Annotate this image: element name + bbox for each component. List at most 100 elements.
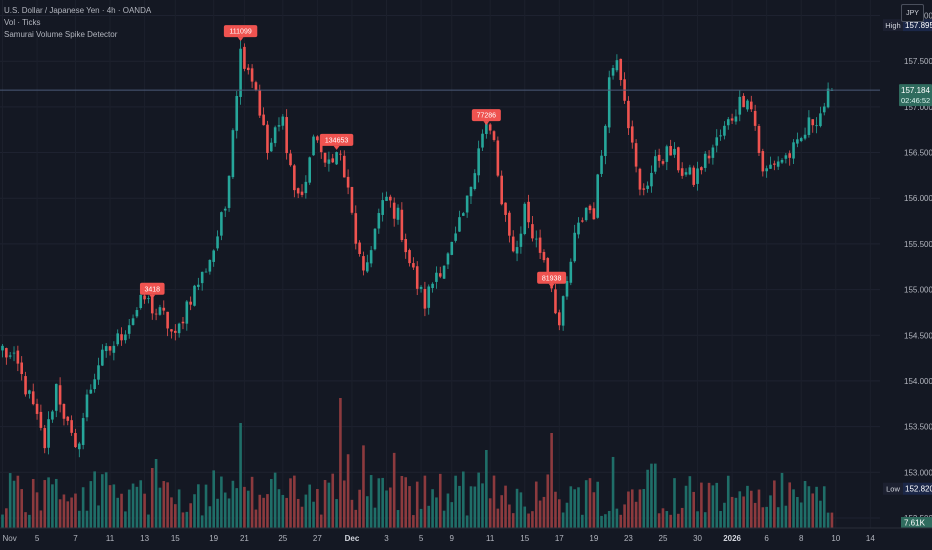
time-tick-label: Dec [345,534,360,543]
volume-bar [519,492,523,528]
spike-label: 111099 [229,29,251,36]
volume-bar [277,489,281,528]
volume-bar [454,475,457,528]
candle [31,391,35,405]
time-tick-label: 14 [866,534,875,543]
candle [469,186,473,197]
volume-bar [147,514,150,528]
candle [481,133,484,148]
time-tick-label: 11 [106,534,115,543]
candle [627,100,630,129]
volume-bar [135,486,139,528]
candle [47,419,50,448]
price-tick-label: 156.500 [904,149,932,158]
candle [300,191,304,195]
candle [150,296,154,314]
candle [246,67,250,71]
symbol-title[interactable]: U.S. Dollar / Japanese Yen · 4h · OANDA [4,6,152,15]
volume-bar [773,480,776,528]
candle [477,148,480,176]
volume-bar [634,501,638,528]
time-tick-label: 6 [764,534,769,543]
candle [112,345,116,353]
volume-bar [216,498,219,528]
chart-legend: U.S. Dollar / Japanese Yen · 4h · OANDA … [4,5,151,41]
volume-bar [611,456,615,528]
volume-bar [8,473,12,528]
volume-bar [51,484,54,528]
volume-bar [600,515,603,528]
volume-bar [124,511,127,528]
volume-bar [293,475,296,528]
volume-bar [220,476,223,528]
candle [527,201,530,223]
spike-label-box [319,133,354,146]
price-tick-label: 157.500 [904,57,932,66]
candle [177,323,181,334]
volume-bar [642,489,646,528]
candle [746,100,749,110]
candle [204,271,208,273]
candle [750,101,753,110]
candle [596,174,599,218]
candle [650,172,653,187]
time-tick-label: 25 [278,534,287,543]
candle [680,168,684,176]
volume-bar [289,478,292,528]
candle [431,283,434,289]
candle [281,116,285,126]
volume-bar [308,484,311,528]
candle [392,202,396,219]
candle [734,116,738,122]
volume-bar [312,501,315,528]
volume-bar [231,480,235,528]
candle [39,411,43,428]
indicator-label[interactable]: Samurai Volume Spike Detector [4,30,118,39]
volume-bar [738,491,742,528]
time-axis-panel[interactable] [0,528,932,550]
candle [354,213,358,244]
volume-bar [776,507,780,528]
candle [442,265,446,279]
candle [70,420,73,433]
candle [293,165,296,191]
last-price-tag [899,84,932,107]
volume-bar [473,486,477,528]
candle [362,256,365,271]
volume-bar [258,494,262,528]
volume-bar [819,500,822,528]
candle [408,250,411,264]
time-tick-label: 27 [313,534,322,543]
candle [143,295,146,300]
bar-countdown: 02:46:52 [901,96,930,105]
candle [277,125,281,127]
candle [373,228,377,250]
candle [531,224,534,239]
candle [523,203,527,234]
candle [154,313,158,315]
candle [200,271,204,284]
volume-bar [458,485,461,528]
volume-bar [181,512,185,528]
low-tag-label-bg [883,482,903,495]
volume-series-label[interactable]: Vol · Ticks [4,18,41,27]
candle [796,139,799,144]
volume-bar [362,445,365,528]
volume-bar [254,509,258,528]
candle [158,307,162,315]
volume-bar [243,486,246,528]
currency-button[interactable]: JPY [901,4,924,22]
candle [97,365,100,380]
candle [657,154,661,161]
candle [661,161,665,164]
volume-bar [185,511,189,528]
volume-bar [369,475,373,528]
volume-bar [669,514,672,528]
volume-bar [438,473,442,528]
volume-bar [807,486,811,528]
volume-bar [830,512,834,528]
volume-bar [761,507,765,528]
volume-bar [719,511,722,528]
spike-label-pointer [548,283,555,288]
